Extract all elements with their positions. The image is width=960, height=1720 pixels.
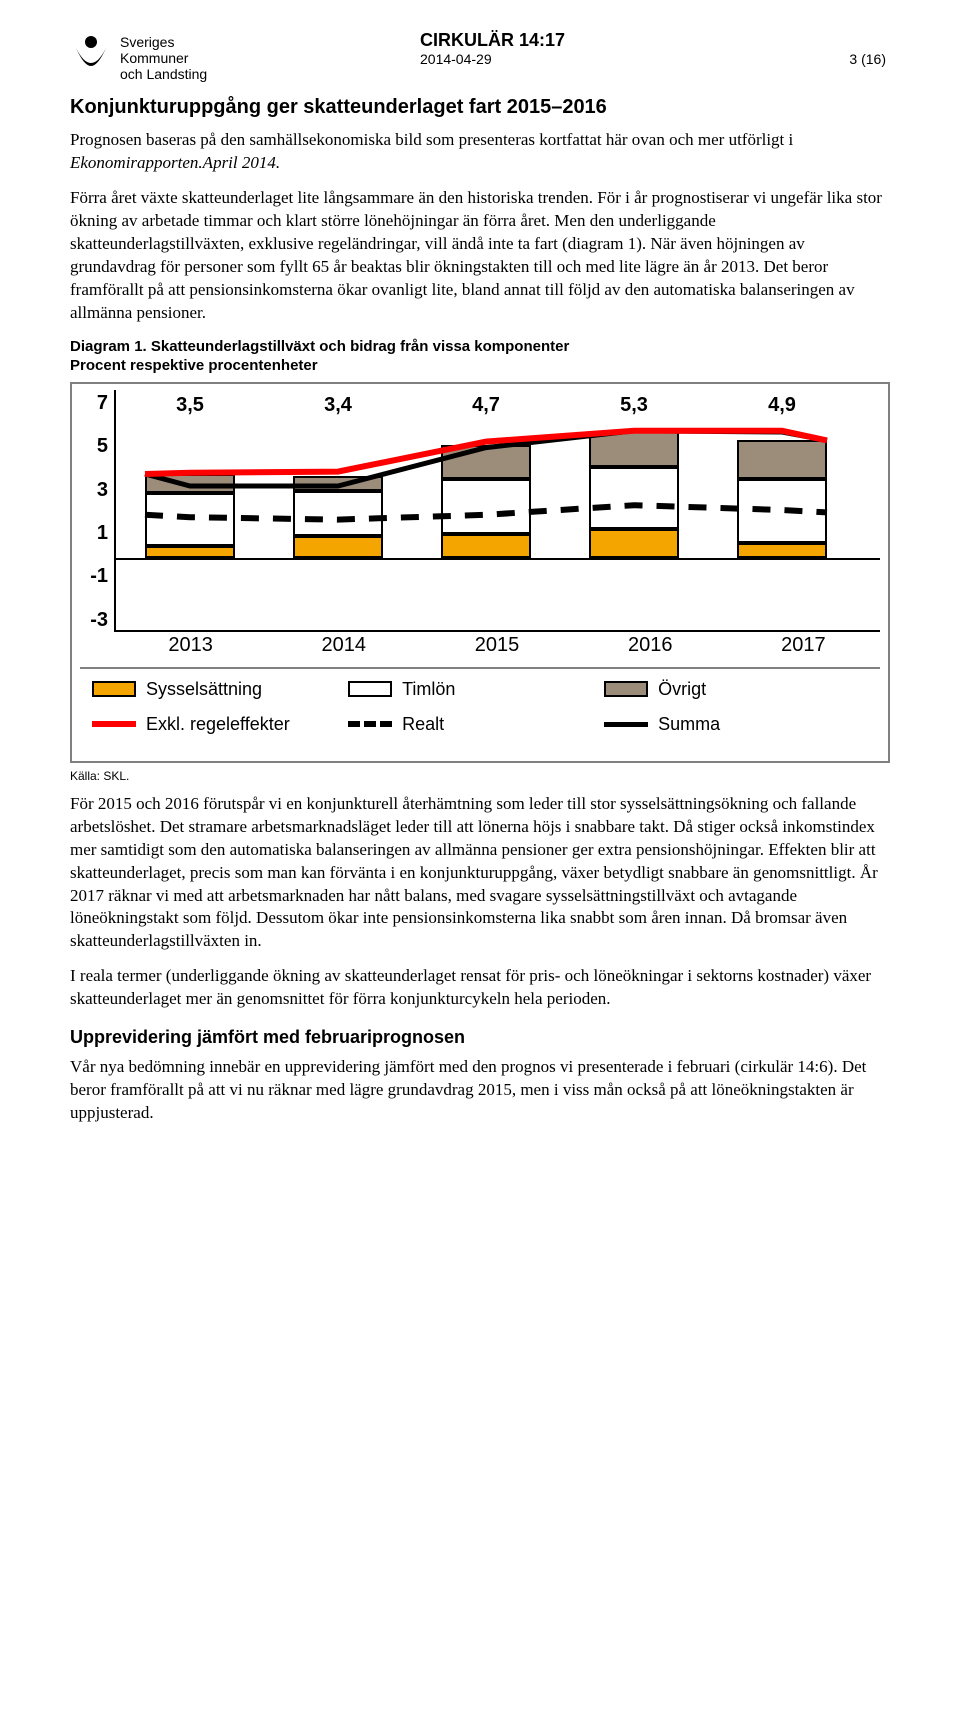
caption-line2: Procent respektive procentenheter bbox=[70, 356, 890, 376]
swatch-syssel bbox=[92, 681, 136, 697]
legend-label-timlon: Timlön bbox=[402, 679, 455, 700]
header-meta: CIRKULÄR 14:17 2014-04-29 3 (16) bbox=[330, 30, 890, 67]
paragraph-2: Förra året växte skatteunderlaget lite l… bbox=[70, 187, 890, 325]
chart-x-axis: 20132014201520162017 bbox=[80, 634, 880, 657]
chart-source: Källa: SKL. bbox=[70, 769, 890, 783]
paragraph-5: Vår nya bedömning innebär en upprevideri… bbox=[70, 1056, 890, 1125]
page: Sveriges Kommuner och Landsting CIRKULÄR… bbox=[0, 0, 960, 1177]
section-title-1: Konjunkturuppgång ger skatteunderlaget f… bbox=[70, 96, 890, 119]
org-line1: Sveriges bbox=[120, 34, 207, 50]
x-tick-label: 2017 bbox=[727, 634, 880, 657]
legend-summa: Summa bbox=[604, 714, 860, 735]
legend-label-ovrigt: Övrigt bbox=[658, 679, 706, 700]
x-tick-label: 2015 bbox=[420, 634, 573, 657]
chart-y-axis: 7 5 3 1 -1 -3 bbox=[80, 390, 114, 632]
section-title-2: Upprevidering jämfört med februariprogno… bbox=[70, 1027, 890, 1048]
legend-label-realt: Realt bbox=[402, 714, 444, 735]
chart-container: 7531-1-3 3,53,44,75,34,9 201320142015201… bbox=[70, 382, 890, 763]
x-tick-label: 2013 bbox=[114, 634, 267, 657]
org-name: Sveriges Kommuner och Landsting bbox=[120, 34, 207, 82]
paragraph-1: Prognosen baseras på den samhällsekonomi… bbox=[70, 129, 890, 175]
p1-italic: Ekonomirapporten.April 2014. bbox=[70, 153, 280, 172]
y-tick: 7 bbox=[80, 392, 108, 415]
y-tick: 5 bbox=[80, 435, 108, 458]
paragraph-4: I reala termer (underliggande ökning av … bbox=[70, 965, 890, 1011]
y-tick: -3 bbox=[80, 609, 108, 632]
org-line3: och Landsting bbox=[120, 66, 207, 82]
legend-exkl: Exkl. regeleffekter bbox=[92, 714, 348, 735]
x-tick-label: 2014 bbox=[267, 634, 420, 657]
x-tick-label: 2016 bbox=[574, 634, 727, 657]
page-header: Sveriges Kommuner och Landsting CIRKULÄR… bbox=[70, 30, 890, 82]
skl-logo-icon bbox=[70, 30, 112, 78]
legend-timlon: Timlön bbox=[348, 679, 604, 700]
swatch-exkl bbox=[92, 721, 136, 727]
y-tick: 1 bbox=[80, 522, 108, 545]
swatch-timlon bbox=[348, 681, 392, 697]
chart-plot-area: 3,53,44,75,34,9 bbox=[114, 390, 880, 632]
page-number: 3 (16) bbox=[849, 51, 886, 67]
org-logo-block: Sveriges Kommuner och Landsting bbox=[70, 30, 330, 82]
swatch-ovrigt bbox=[604, 681, 648, 697]
diagram-caption: Diagram 1. Skatteunderlagstillväxt och b… bbox=[70, 337, 890, 376]
doc-id: CIRKULÄR 14:17 bbox=[420, 30, 890, 51]
chart-plot-wrap: 7 5 3 1 -1 -3 3,53,44,75,34,9 bbox=[80, 390, 880, 632]
doc-date: 2014-04-29 bbox=[420, 51, 492, 67]
legend-syssel: Sysselsättning bbox=[92, 679, 348, 700]
paragraph-3: För 2015 och 2016 förutspår vi en konjun… bbox=[70, 793, 890, 954]
chart-lines-overlay bbox=[116, 390, 856, 630]
caption-line1: Diagram 1. Skatteunderlagstillväxt och b… bbox=[70, 337, 890, 357]
p1-text: Prognosen baseras på den samhällsekonomi… bbox=[70, 130, 793, 149]
swatch-summa bbox=[604, 722, 648, 727]
legend-label-exkl: Exkl. regeleffekter bbox=[146, 714, 290, 735]
org-line2: Kommuner bbox=[120, 50, 207, 66]
legend-label-syssel: Sysselsättning bbox=[146, 679, 262, 700]
legend-label-summa: Summa bbox=[658, 714, 720, 735]
y-tick: -1 bbox=[80, 565, 108, 588]
y-tick: 3 bbox=[80, 479, 108, 502]
chart-legend: Sysselsättning Timlön Övrigt Exkl. regel… bbox=[80, 667, 880, 753]
legend-ovrigt: Övrigt bbox=[604, 679, 860, 700]
legend-realt: Realt bbox=[348, 714, 604, 735]
swatch-realt bbox=[348, 721, 392, 727]
